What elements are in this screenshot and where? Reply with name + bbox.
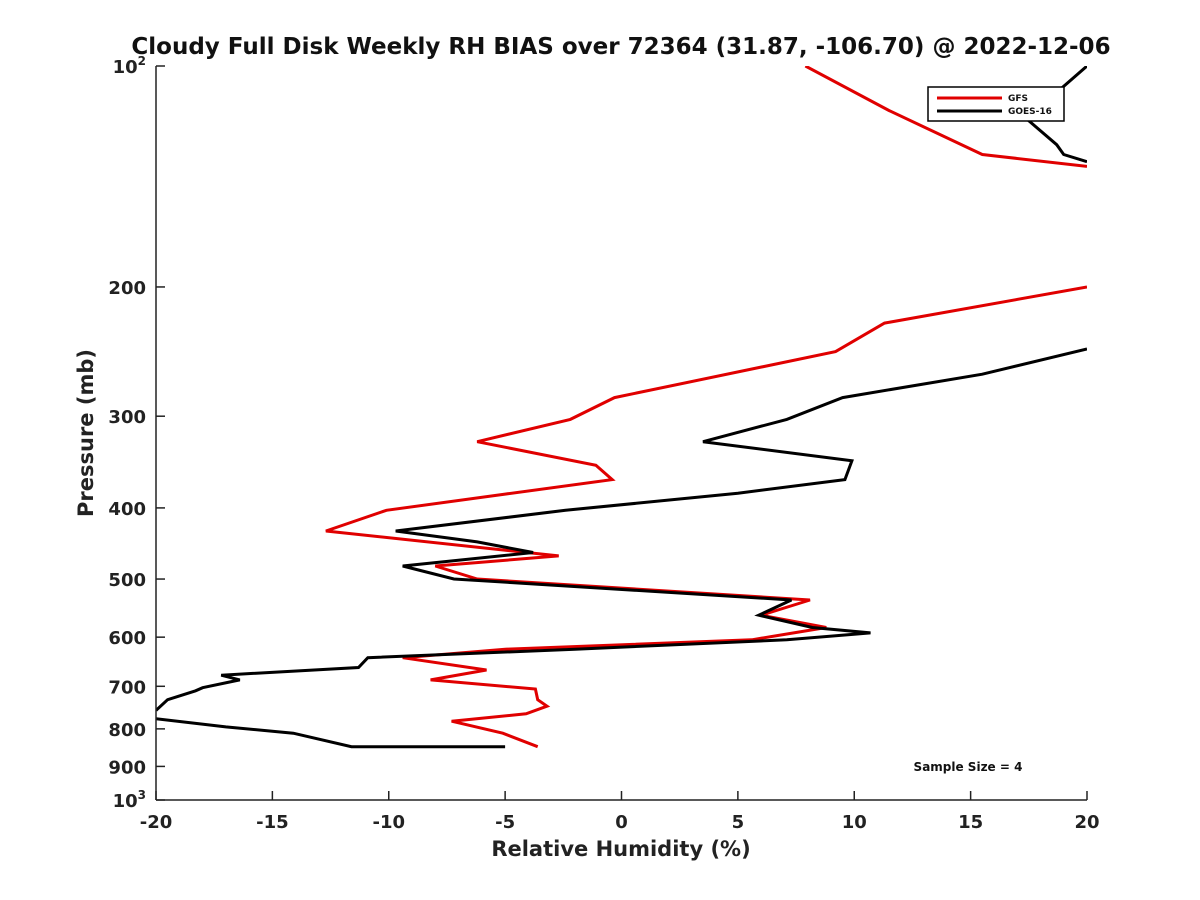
x-tick-label: -10 <box>372 812 405 833</box>
sample-size-annotation: Sample Size = 4 <box>914 760 1023 774</box>
x-axis-label: Relative Humidity (%) <box>491 837 750 861</box>
x-tick-label: 20 <box>1074 812 1099 833</box>
y-ticks: 102 200 300 400 500 600 700 800 900 103 <box>108 54 165 812</box>
legend-entry-goes-16: GOES-16 <box>937 107 1052 117</box>
x-tick-label: 5 <box>732 812 745 833</box>
x-tick-label: 15 <box>958 812 983 833</box>
plot-area <box>156 66 1087 800</box>
y-tick-label: 103 <box>113 788 146 812</box>
y-tick-label: 700 <box>108 677 146 698</box>
chart-title: Cloudy Full Disk Weekly RH BIAS over 723… <box>131 34 1110 60</box>
legend-label: GFS <box>1008 94 1028 104</box>
legend-entry-gfs: GFS <box>937 94 1028 104</box>
y-tick-label: 500 <box>108 570 146 591</box>
x-ticks: -20 -15 -10 -5 0 5 10 15 20 <box>140 791 1100 833</box>
y-axis-label: Pressure (mb) <box>74 349 98 517</box>
legend-box <box>927 86 1065 122</box>
y-tick-label: 600 <box>108 628 146 649</box>
x-tick-label: 10 <box>842 812 867 833</box>
legend-label: GOES-16 <box>1008 107 1052 117</box>
x-tick-label: -5 <box>495 812 515 833</box>
y-tick-label: 200 <box>108 278 146 299</box>
y-tick-label: 800 <box>108 720 146 741</box>
y-tick-label: 400 <box>108 499 146 520</box>
x-tick-label: -20 <box>140 812 173 833</box>
y-tick-label: 102 <box>113 54 146 78</box>
x-tick-label: -15 <box>256 812 289 833</box>
x-tick-label: 0 <box>615 812 628 833</box>
y-tick-label: 300 <box>108 407 146 428</box>
legend: GFS GOES-16 <box>927 86 1065 122</box>
y-tick-label: 900 <box>108 757 146 778</box>
